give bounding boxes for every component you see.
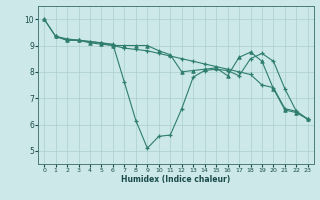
X-axis label: Humidex (Indice chaleur): Humidex (Indice chaleur)	[121, 175, 231, 184]
